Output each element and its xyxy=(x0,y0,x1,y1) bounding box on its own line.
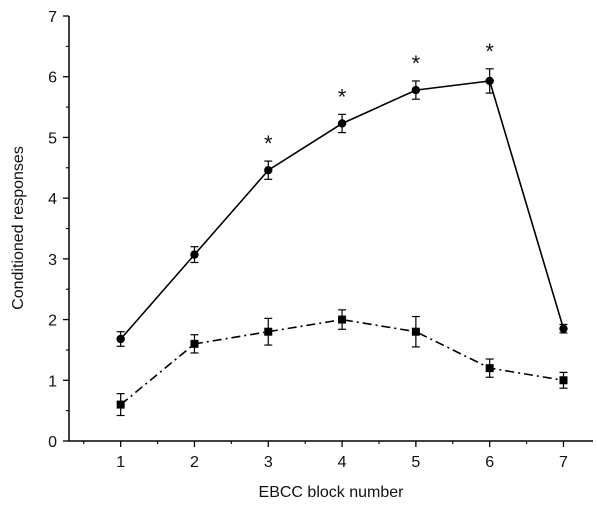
x-tick-label: 6 xyxy=(485,454,494,471)
x-tick-label: 3 xyxy=(264,454,273,471)
significance-marker: * xyxy=(338,84,347,109)
y-tick-label: 1 xyxy=(48,373,57,390)
significance-marker: * xyxy=(485,39,494,64)
series-2 xyxy=(116,309,568,417)
y-tick-label: 5 xyxy=(48,130,57,147)
data-point xyxy=(337,119,347,128)
data-point xyxy=(485,76,494,86)
y-tick-label: 6 xyxy=(48,70,57,87)
series-1 xyxy=(116,68,568,347)
data-point xyxy=(116,400,125,409)
data-point xyxy=(190,339,199,348)
annotations: * * * * xyxy=(264,39,494,156)
y-tick-label: 2 xyxy=(48,313,57,330)
x-tick-label: 7 xyxy=(559,454,568,471)
x-tick-label: 2 xyxy=(190,454,199,471)
y-tick-label: 4 xyxy=(48,191,57,208)
series-line xyxy=(120,318,564,406)
data-point xyxy=(411,85,421,95)
data-point xyxy=(411,327,420,336)
x-axis-title: EBCC block number xyxy=(259,484,405,501)
data-point xyxy=(264,327,273,336)
data-point xyxy=(559,376,568,385)
significance-marker: * xyxy=(264,131,273,156)
y-tick-label: 0 xyxy=(48,434,57,451)
significance-marker: * xyxy=(412,51,421,76)
data-series xyxy=(116,68,568,417)
axes: 0 1 2 3 4 5 6 7 1 2 3 4 5 6 7 xyxy=(48,9,593,471)
data-point xyxy=(116,334,125,344)
data-point xyxy=(559,324,568,333)
y-tick-label: 7 xyxy=(48,9,57,26)
x-tick-label: 1 xyxy=(116,454,125,471)
x-tick-label: 4 xyxy=(338,454,347,471)
y-tick-label: 3 xyxy=(48,252,57,269)
data-point xyxy=(338,315,347,324)
x-tick-label: 5 xyxy=(411,454,420,471)
y-axis-title: Conditioned responses xyxy=(10,146,27,310)
data-point xyxy=(190,250,199,259)
data-point xyxy=(264,166,273,175)
data-point xyxy=(485,364,494,373)
